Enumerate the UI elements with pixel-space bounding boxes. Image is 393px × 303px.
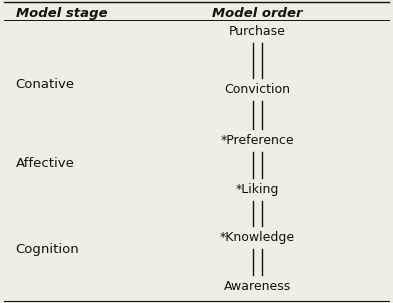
- Text: Affective: Affective: [16, 157, 75, 170]
- Text: Awareness: Awareness: [224, 280, 291, 293]
- Text: Cognition: Cognition: [16, 244, 79, 256]
- Text: Purchase: Purchase: [229, 25, 286, 38]
- Text: *Knowledge: *Knowledge: [220, 231, 295, 244]
- Text: *Liking: *Liking: [236, 183, 279, 196]
- Text: Conviction: Conviction: [224, 83, 290, 96]
- Text: Model stage: Model stage: [16, 7, 107, 20]
- Text: Conative: Conative: [16, 78, 75, 91]
- Text: Model order: Model order: [212, 7, 303, 20]
- Text: *Preference: *Preference: [220, 135, 294, 147]
